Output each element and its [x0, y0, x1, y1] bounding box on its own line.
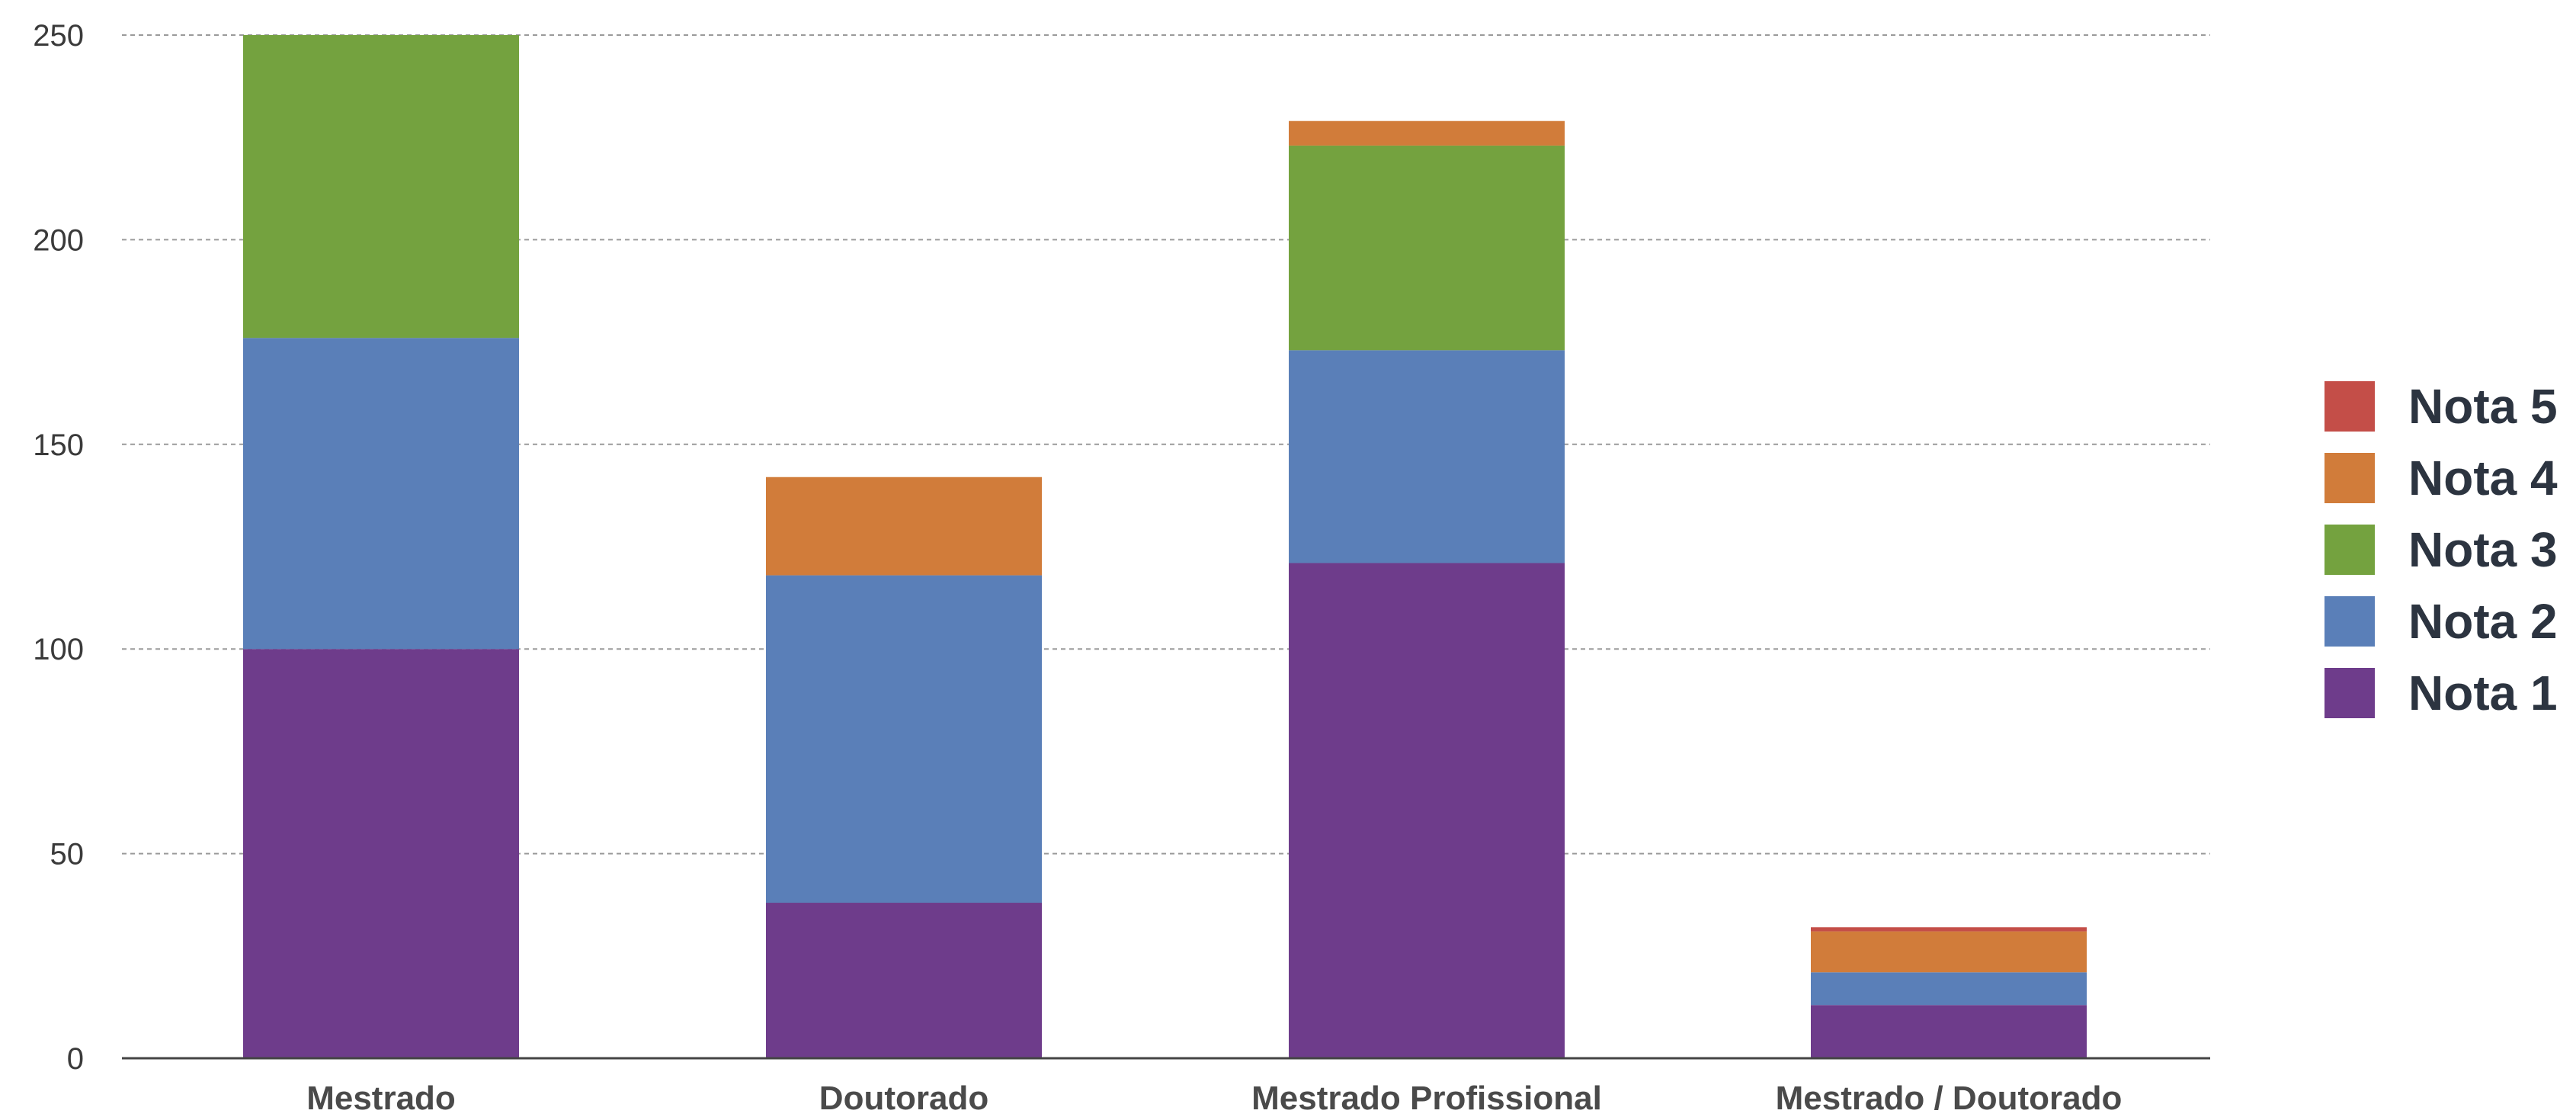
- bar-segment: [1811, 972, 2087, 1006]
- y-tick-label: 250: [33, 19, 84, 53]
- axis-layer: 0 50 100 150 200 250 Mestrado Doutorado Mestrado…: [33, 19, 2210, 1117]
- x-tick-label: Doutorado: [819, 1080, 988, 1116]
- legend-label: Nota 5: [2408, 379, 2558, 434]
- legend-item: Nota 5: [2324, 379, 2558, 434]
- bar-segment: [243, 649, 519, 1058]
- x-tick-label: Mestrado / Doutorado: [1776, 1080, 2123, 1116]
- y-tick-label: 0: [67, 1042, 84, 1076]
- legend-swatch: [2324, 596, 2375, 647]
- bar-segment: [1289, 563, 1565, 1058]
- y-tick-label: 200: [33, 223, 84, 257]
- x-tick-label: Mestrado: [306, 1080, 456, 1116]
- bar-segment: [243, 338, 519, 650]
- y-tick-label: 150: [33, 428, 84, 462]
- legend-swatch: [2324, 525, 2375, 575]
- bar-segment: [766, 477, 1042, 576]
- y-tick-label: 50: [50, 838, 85, 871]
- bar-segment: [1811, 931, 2087, 973]
- bar-segment: [1289, 350, 1565, 563]
- legend-label: Nota 2: [2408, 594, 2558, 649]
- bar-segment: [1289, 120, 1565, 146]
- legend-item: Nota 3: [2324, 522, 2558, 577]
- bars-layer: [243, 35, 2087, 1058]
- legend: Nota 5 Nota 4 Nota 3 Nota 2 Nota 1: [2324, 379, 2558, 720]
- bar-segment: [1811, 1005, 2087, 1058]
- legend-swatch: [2324, 668, 2375, 718]
- legend-item: Nota 1: [2324, 666, 2558, 720]
- legend-label: Nota 1: [2408, 666, 2558, 720]
- bar-segment: [766, 575, 1042, 903]
- legend-swatch: [2324, 453, 2375, 503]
- legend-label: Nota 3: [2408, 522, 2558, 577]
- legend-item: Nota 4: [2324, 451, 2558, 505]
- y-tick-label: 100: [33, 633, 84, 666]
- legend-label: Nota 4: [2408, 451, 2558, 505]
- bar-segment: [1811, 927, 2087, 932]
- bar-segment: [766, 903, 1042, 1058]
- legend-item: Nota 2: [2324, 594, 2558, 649]
- legend-swatch: [2324, 381, 2375, 432]
- bar-segment: [243, 35, 519, 339]
- bar-segment: [1289, 145, 1565, 351]
- x-tick-label: Mestrado Profissional: [1251, 1080, 1602, 1116]
